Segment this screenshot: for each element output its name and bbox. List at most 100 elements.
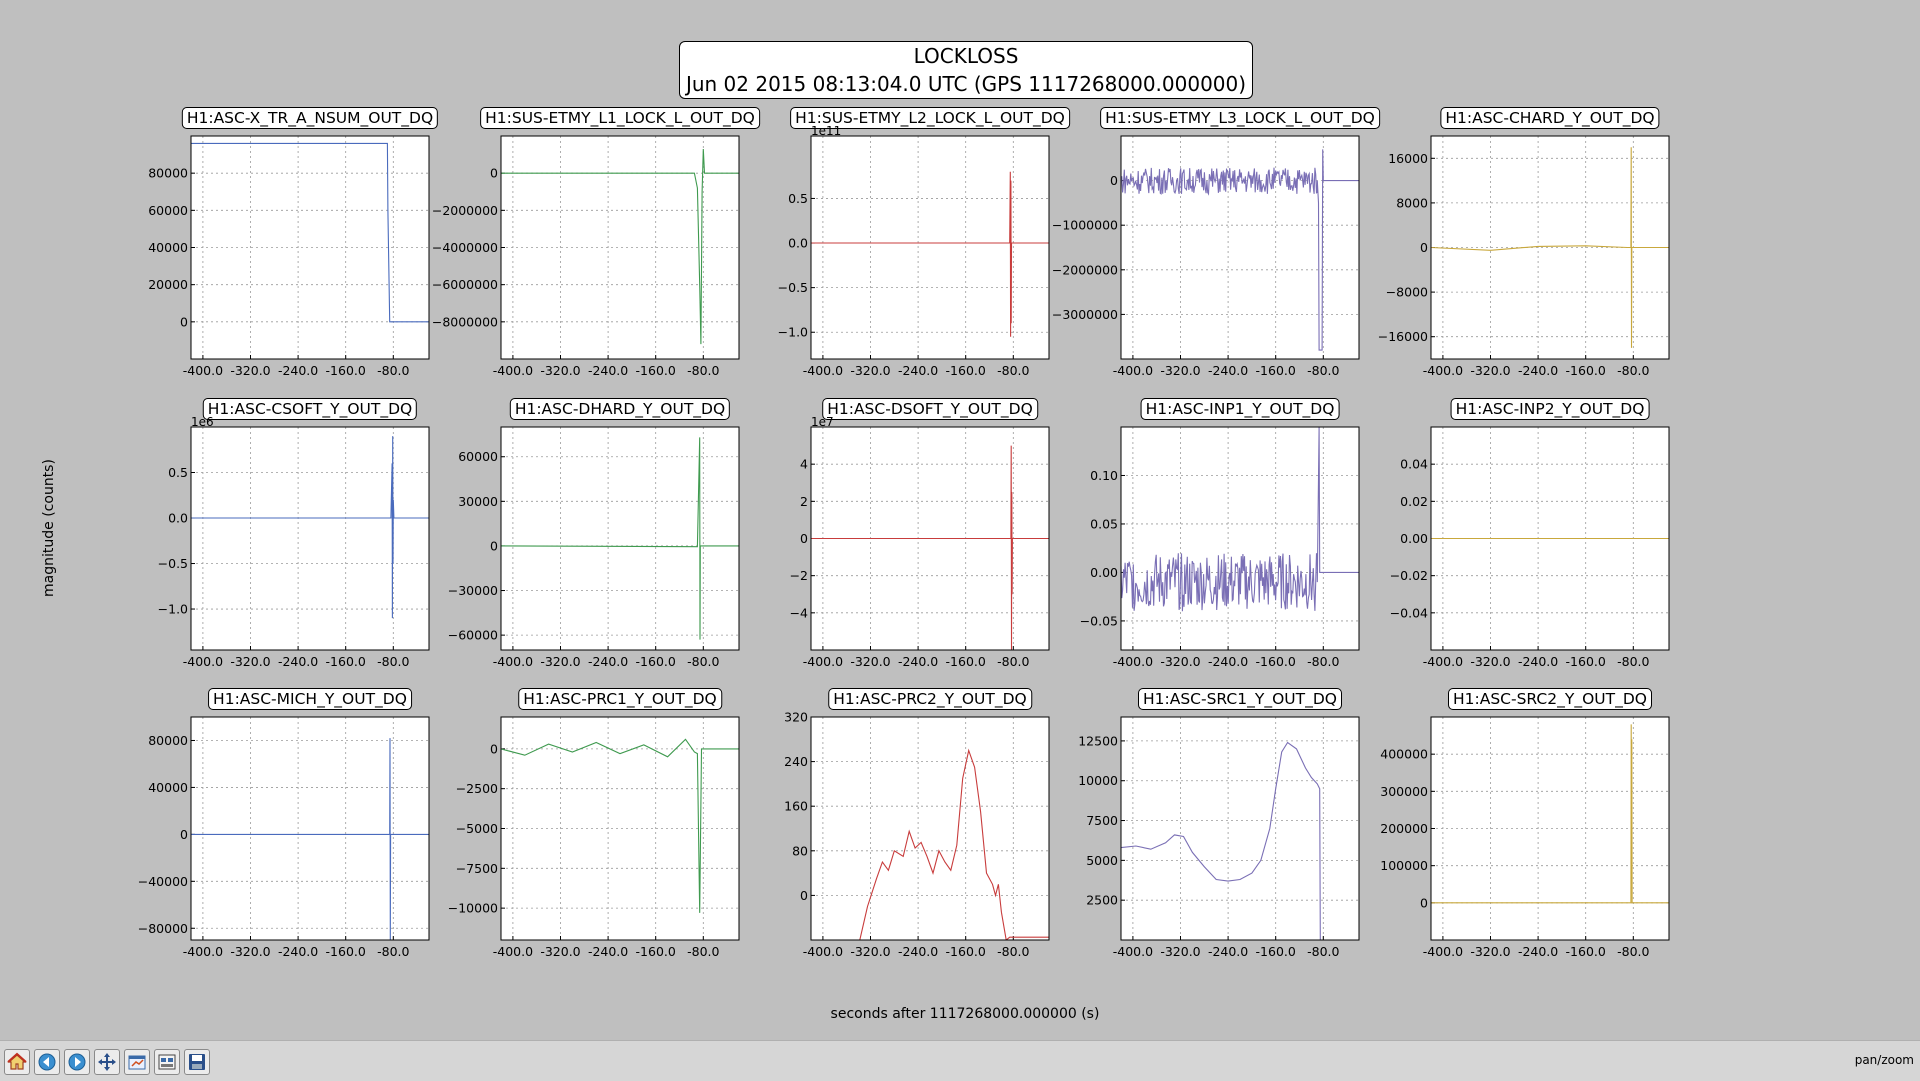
y-tick-label: 40000 — [148, 240, 188, 255]
y-tick-label: −0.5 — [158, 556, 188, 571]
subplot-grid[interactable]: -400.0 -320.0 -240.0 -160.0 -80.002000040000… — [0, 0, 1920, 1040]
subplot-3[interactable]: -400.0 -320.0 -240.0 -160.0 -80.0 0.5 0.0 −0.5 −… — [778, 124, 1050, 378]
y-tick-label: −8000000 — [432, 314, 498, 329]
x-tick-label: -400.0 — [1423, 363, 1463, 378]
subplot-13[interactable]: -400.0 -320.0 -240.0 -160.0 -80.0 320 240 160 80… — [784, 710, 1050, 960]
x-tick-label: -80.0 — [1307, 654, 1339, 669]
data-series-line — [191, 436, 429, 619]
x-tick-label: -80.0 — [377, 944, 409, 959]
x-tick-label: -400.0 — [493, 944, 533, 959]
plot-frame — [1430, 716, 1670, 941]
y-tick-label: 30000 — [458, 494, 498, 509]
configure-subplots-button[interactable] — [124, 1049, 150, 1075]
x-tick-label: -240.0 — [1208, 363, 1248, 378]
y-tick-label: 0.5 — [168, 465, 188, 480]
y-tick-label: −2000000 — [432, 203, 498, 218]
x-tick-label: -400.0 — [803, 944, 843, 959]
y-tick-label: 0.05 — [1090, 516, 1118, 531]
x-tick-label: -400.0 — [803, 363, 843, 378]
x-tick-label: -160.0 — [946, 654, 986, 669]
subplot-8[interactable]: -400.0 -320.0 -240.0 -160.0 -80.0 4 2 0 −2 −4 1e7 — [790, 415, 1050, 669]
subplot-2[interactable]: -400.0 -320.0 -240.0 -160.0 -80.0 0 −2000000 −4… — [432, 135, 740, 378]
y-tick-label: 0.00 — [1090, 565, 1118, 580]
x-tick-label: -160.0 — [946, 944, 986, 959]
y-tick-label: −1.0 — [778, 325, 808, 340]
y-tick-label: 10000 — [1078, 773, 1118, 788]
subplot-10[interactable]: -400.0 -320.0 -240.0 -160.0 -80.0 0.04 0.02 0.0… — [1390, 426, 1670, 669]
x-tick-label: -240.0 — [278, 654, 318, 669]
subplot-14[interactable]: -400.0 -320.0 -240.0 -160.0 -80.0 12500 10000 7… — [1078, 716, 1360, 959]
y-tick-label: −0.05 — [1080, 613, 1118, 628]
subplot-9[interactable]: -400.0 -320.0 -240.0 -160.0 -80.0 0.10 0.05 0.0… — [1080, 426, 1360, 669]
x-tick-label: -400.0 — [183, 654, 223, 669]
y-tick-label: 0.04 — [1400, 457, 1428, 472]
plot-frame — [1430, 426, 1670, 651]
x-tick-label: -160.0 — [1256, 363, 1296, 378]
toolbar-status: pan/zoom — [1854, 1053, 1914, 1067]
y-tick-label: 0 — [1420, 240, 1428, 255]
y-tick-label: 100000 — [1380, 858, 1428, 873]
y-tick-label: 300000 — [1380, 784, 1428, 799]
subplot-7[interactable]: -400.0 -320.0 -240.0 -160.0 -80.0 60000 30000 0… — [448, 426, 740, 669]
subplot-4[interactable]: -400.0 -320.0 -240.0 -160.0 -80.0 0 −1000000 −2… — [1052, 135, 1360, 378]
y-tick-label: 0.10 — [1090, 468, 1118, 483]
y-tick-label: 60000 — [458, 449, 498, 464]
edit-axes-button[interactable] — [154, 1049, 180, 1075]
save-button[interactable] — [184, 1049, 210, 1075]
y-tick-label: −1.0 — [158, 602, 188, 617]
subplot-5[interactable]: -400.0 -320.0 -240.0 -160.0 -80.0 16000 8000 0 −… — [1378, 135, 1670, 378]
subplot-title: H1:SUS-ETMY_L2_LOCK_L_OUT_DQ — [790, 107, 1070, 129]
subplot-12[interactable]: -400.0 -320.0 -240.0 -160.0 -80.0 0 −2500 −5000… — [448, 716, 740, 959]
home-icon — [7, 1052, 27, 1070]
x-tick-label: -160.0 — [326, 654, 366, 669]
y-tick-label: −3000000 — [1052, 307, 1118, 322]
x-tick-label: -320.0 — [230, 944, 270, 959]
x-tick-label: -240.0 — [588, 654, 628, 669]
plot-frame — [1120, 426, 1360, 651]
plot-frame — [1430, 135, 1670, 360]
y-tick-label: 0 — [180, 314, 188, 329]
x-tick-label: -240.0 — [588, 363, 628, 378]
y-tick-label: −5000 — [456, 821, 498, 836]
x-tick-label: -400.0 — [183, 363, 223, 378]
x-tick-label: -80.0 — [997, 654, 1029, 669]
x-tick-label: -320.0 — [230, 654, 270, 669]
x-tick-label: -80.0 — [687, 944, 719, 959]
subplot-title: H1:ASC-CHARD_Y_OUT_DQ — [1440, 107, 1660, 129]
x-tick-label: -80.0 — [1307, 944, 1339, 959]
x-tick-label: -320.0 — [1160, 944, 1200, 959]
data-series-line — [501, 148, 739, 345]
plot-frame — [1120, 135, 1360, 360]
x-tick-label: -240.0 — [588, 944, 628, 959]
y-tick-label: −7500 — [456, 861, 498, 876]
y-tick-label: 80000 — [148, 733, 188, 748]
back-button[interactable] — [34, 1049, 60, 1075]
home-button[interactable] — [4, 1049, 30, 1075]
subplot-1[interactable]: -400.0 -320.0 -240.0 -160.0 -80.0 0 20000 40000… — [148, 135, 430, 378]
y-tick-label: −8000 — [1386, 285, 1428, 300]
x-tick-label: -320.0 — [1470, 363, 1510, 378]
subplot-6[interactable]: -400.0 -320.0 -240.0 -160.0 -80.0 0.5 0.0 −0.5 −… — [158, 415, 430, 669]
plot-frame — [190, 135, 430, 360]
x-tick-label: -400.0 — [493, 363, 533, 378]
x-tick-label: -160.0 — [326, 363, 366, 378]
subplot-15[interactable]: -400.0 -320.0 -240.0 -160.0 -80.0 400000 30000… — [1380, 716, 1670, 959]
x-tick-label: -80.0 — [687, 654, 719, 669]
forward-button[interactable] — [64, 1049, 90, 1075]
back-icon — [38, 1053, 56, 1071]
y-tick-label: 4 — [800, 457, 808, 472]
pan-button[interactable] — [94, 1049, 120, 1075]
y-tick-label: 12500 — [1078, 733, 1118, 748]
subplot-title: H1:ASC-INP1_Y_OUT_DQ — [1140, 398, 1340, 420]
save-icon — [189, 1054, 205, 1070]
x-tick-label: -80.0 — [997, 363, 1029, 378]
x-tick-label: -80.0 — [1617, 654, 1649, 669]
y-tick-label: 0 — [800, 531, 808, 546]
subplot-11[interactable]: -400.0 -320.0 -240.0 -160.0 -80.0 80000 40000 0… — [138, 716, 430, 959]
y-tick-label: 0.00 — [1400, 531, 1428, 546]
x-tick-label: -400.0 — [1113, 654, 1153, 669]
x-tick-label: -320.0 — [540, 363, 580, 378]
axis-offset-label: 1e7 — [811, 415, 834, 429]
figure-title-line1: LOCKLOSS — [913, 44, 1019, 68]
data-series-line — [859, 748, 1049, 940]
